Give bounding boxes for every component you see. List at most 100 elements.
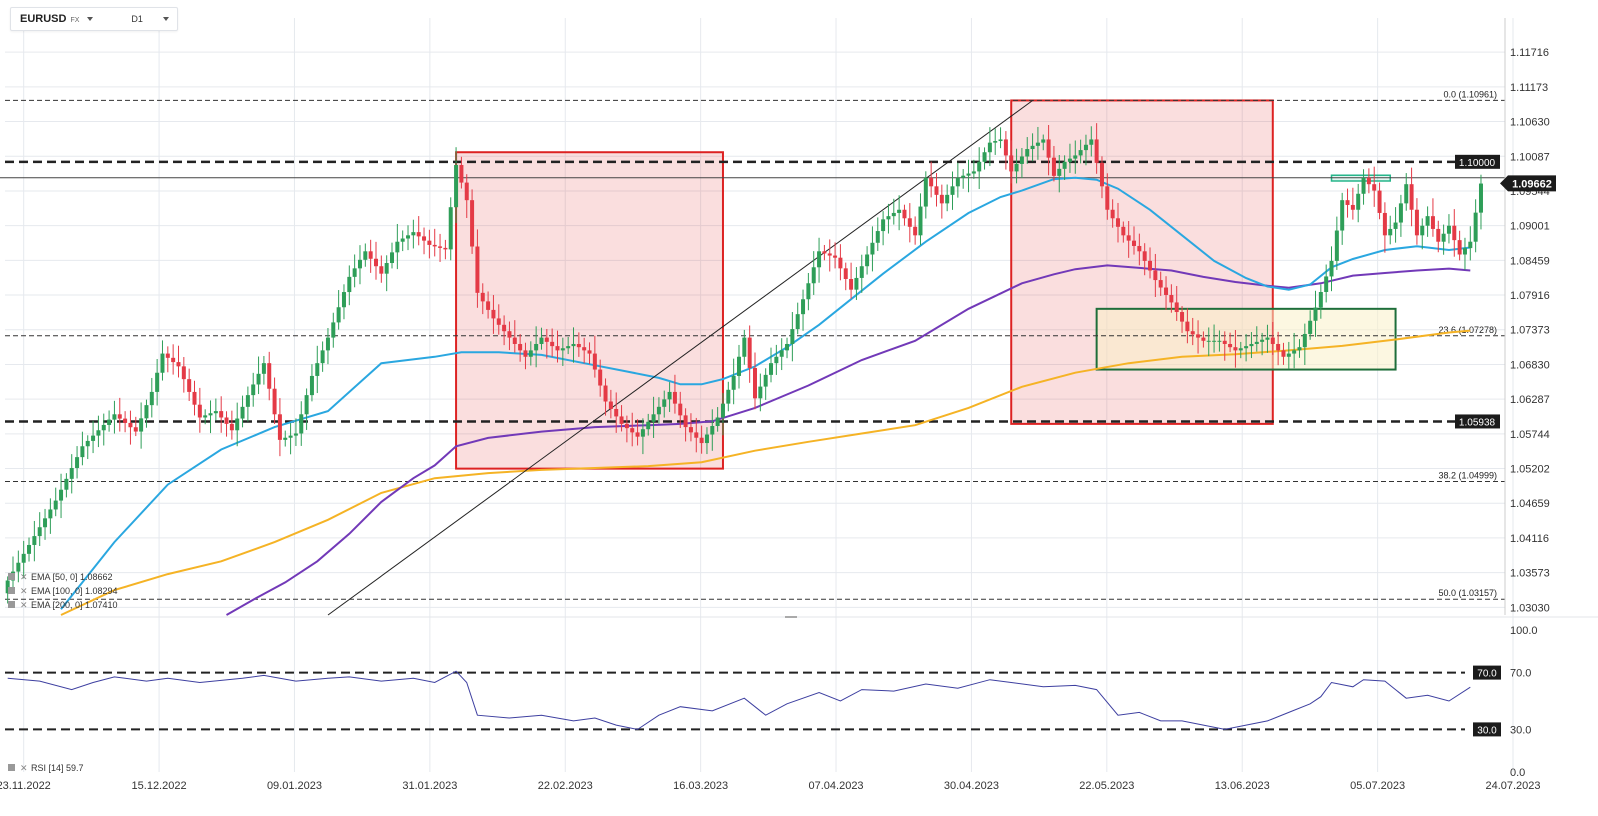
candle-body bbox=[966, 173, 971, 176]
date-tick-label: 31.01.2023 bbox=[402, 780, 457, 792]
candle-body bbox=[357, 259, 362, 269]
candle-body bbox=[400, 238, 405, 242]
candle-body bbox=[1420, 225, 1425, 236]
legend-close-icon: ✕ bbox=[20, 586, 28, 596]
candles bbox=[5, 123, 1483, 604]
candle-body bbox=[843, 268, 848, 280]
candle-body bbox=[1137, 245, 1142, 252]
candle-body bbox=[48, 509, 53, 519]
price-tick-label: 1.05202 bbox=[1510, 463, 1550, 475]
candle-body bbox=[971, 171, 976, 174]
candle-body bbox=[817, 251, 822, 268]
legend-label: EMA [200, 0] 1.07410 bbox=[31, 600, 118, 610]
candle-body bbox=[875, 231, 880, 243]
candle-body bbox=[704, 434, 709, 444]
candle-body bbox=[219, 411, 224, 418]
candle-body bbox=[341, 292, 346, 308]
candle-body bbox=[1115, 218, 1120, 227]
candle-body bbox=[43, 518, 48, 528]
candle-body bbox=[1350, 204, 1355, 210]
candle-body bbox=[945, 194, 950, 204]
candle-body bbox=[470, 200, 475, 247]
date-tick-label: 22.02.2023 bbox=[538, 780, 593, 792]
candle-body bbox=[1308, 320, 1313, 334]
candle-body bbox=[859, 266, 864, 278]
candle-body bbox=[849, 279, 854, 290]
rsi-level-tag bbox=[1473, 722, 1501, 737]
candle-body bbox=[923, 177, 928, 207]
candle-body bbox=[422, 236, 427, 241]
candle-body bbox=[907, 218, 912, 227]
candle-body bbox=[811, 267, 816, 284]
candle-body bbox=[1089, 139, 1094, 145]
candle-body bbox=[1462, 248, 1467, 255]
candle-body bbox=[1164, 287, 1169, 295]
candle-body bbox=[315, 363, 320, 376]
candle-body bbox=[1292, 350, 1297, 354]
candle-body bbox=[710, 426, 715, 435]
candle-body bbox=[785, 343, 790, 351]
candle-body bbox=[491, 309, 496, 319]
trend-line bbox=[327, 100, 1033, 616]
candle-body bbox=[1425, 216, 1430, 226]
candle-body bbox=[1249, 343, 1254, 347]
candle-body bbox=[1099, 162, 1104, 187]
candle-body bbox=[416, 232, 421, 237]
candle-body bbox=[197, 404, 202, 418]
candle-body bbox=[507, 331, 512, 338]
candle-body bbox=[1126, 235, 1131, 241]
candle-body bbox=[101, 424, 106, 431]
timeframe-chevron-down-icon[interactable] bbox=[162, 17, 169, 21]
candle-body bbox=[822, 251, 827, 254]
candle-body bbox=[854, 277, 859, 290]
candle-body bbox=[1153, 270, 1158, 281]
candle-body bbox=[731, 375, 736, 390]
candle-body bbox=[646, 421, 651, 430]
candle-body bbox=[870, 242, 875, 255]
candle-body bbox=[934, 186, 939, 195]
candle-body bbox=[181, 366, 186, 380]
candle-body bbox=[69, 467, 74, 479]
candle-body bbox=[261, 363, 266, 374]
candle-body bbox=[1132, 240, 1137, 246]
candle-body bbox=[518, 343, 523, 351]
candle-body bbox=[1265, 337, 1270, 340]
candle-body bbox=[763, 374, 768, 387]
candle-body bbox=[368, 251, 373, 259]
candle-body bbox=[1046, 139, 1051, 158]
candle-body bbox=[502, 324, 507, 332]
candle-body bbox=[1030, 145, 1035, 150]
chevron-down-icon[interactable] bbox=[87, 17, 94, 21]
last-price-label: 1.09662 bbox=[1512, 178, 1552, 190]
candle-body bbox=[1302, 333, 1307, 348]
candle-body bbox=[1430, 216, 1435, 229]
candle-body bbox=[75, 457, 80, 468]
candle-body bbox=[27, 544, 32, 554]
candle-body bbox=[37, 527, 42, 537]
price-tick-label: 1.04116 bbox=[1510, 533, 1549, 545]
candle-body bbox=[187, 379, 192, 392]
candle-body bbox=[795, 314, 800, 330]
timeframe-label: D1 bbox=[131, 14, 143, 24]
symbol-selector[interactable]: EURUSD FX D1 bbox=[10, 7, 178, 31]
candle-body bbox=[1217, 340, 1222, 342]
candle-body bbox=[251, 384, 256, 396]
candle-body bbox=[1313, 307, 1318, 321]
candle-body bbox=[827, 253, 832, 256]
candle-body bbox=[624, 423, 629, 429]
candle-body bbox=[475, 246, 480, 293]
candle-body bbox=[1436, 228, 1441, 242]
rsi-close-icon: ✕ bbox=[20, 763, 28, 773]
candle-body bbox=[395, 241, 400, 253]
candle-body bbox=[438, 246, 443, 248]
legend-close-icon: ✕ bbox=[20, 572, 28, 582]
candle-body bbox=[390, 252, 395, 264]
candle-body bbox=[1334, 230, 1339, 261]
candle-body bbox=[304, 395, 309, 415]
level-tag-label: 1.05938 bbox=[1459, 417, 1496, 428]
candle-body bbox=[1468, 241, 1473, 249]
candle-body bbox=[235, 418, 240, 431]
candle-body bbox=[1361, 177, 1366, 194]
